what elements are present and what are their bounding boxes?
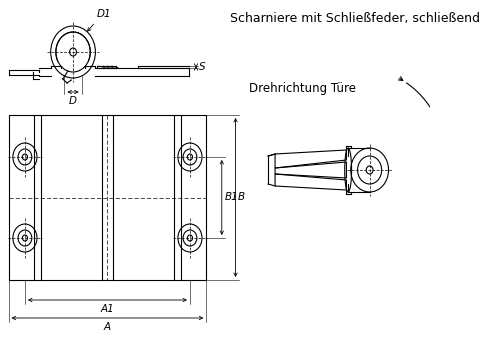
Bar (8, 115, 206, 280)
Text: Scharniere mit Schließfeder, schließend: Scharniere mit Schließfeder, schließend (230, 12, 480, 25)
Text: B1: B1 (224, 192, 238, 203)
Text: D1: D1 (96, 9, 111, 19)
Text: B: B (238, 192, 245, 203)
Text: Drehrichtung Türe: Drehrichtung Türe (250, 82, 356, 95)
Text: S: S (198, 62, 205, 72)
Text: A: A (104, 322, 111, 332)
Text: A1: A1 (100, 304, 114, 314)
Text: D: D (69, 96, 77, 106)
